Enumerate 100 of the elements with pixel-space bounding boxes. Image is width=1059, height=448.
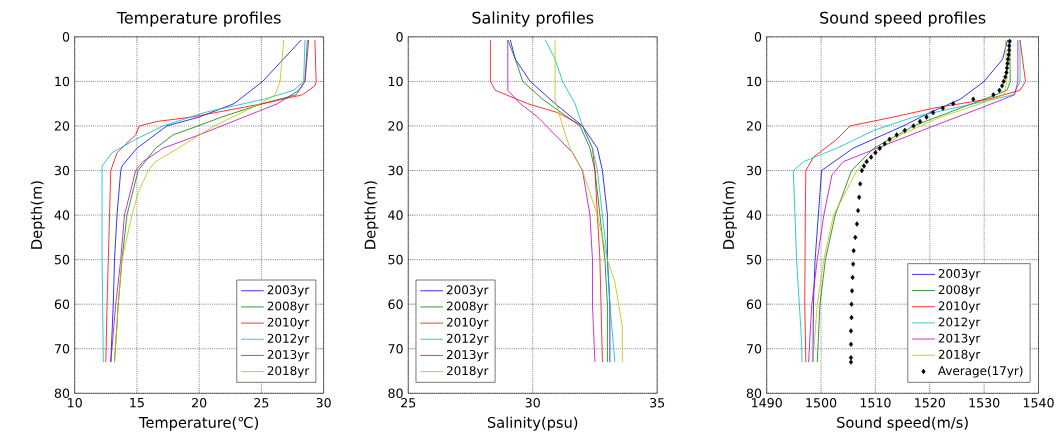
point xyxy=(924,114,929,120)
point xyxy=(861,163,867,169)
y-tick-label: 0 xyxy=(396,32,403,42)
point xyxy=(853,234,858,240)
y-tick-label: 70 xyxy=(388,343,403,354)
y-tick-label: 60 xyxy=(746,299,762,309)
y-tick-label: 30 xyxy=(54,165,70,176)
y-tick-label: 0 xyxy=(754,32,762,42)
y-tick-label: 50 xyxy=(746,254,762,265)
legend-label: 2003yr xyxy=(938,268,981,281)
legend-label: Average(17yr) xyxy=(937,365,1023,378)
point xyxy=(1000,83,1005,89)
x-tick-label: 30 xyxy=(316,397,331,408)
point xyxy=(940,105,945,111)
point xyxy=(887,136,892,142)
x-tick-label: 25 xyxy=(401,397,416,408)
legend-label: 2008yr xyxy=(446,301,489,313)
legend-label: 2013yr xyxy=(446,349,489,362)
legend-label: 2010yr xyxy=(267,317,310,329)
point xyxy=(864,158,869,165)
y-tick-label: 20 xyxy=(388,121,403,131)
x-tick-label: 15 xyxy=(130,397,144,408)
y-tick-label: 40 xyxy=(746,210,762,220)
x-tick-label: 10 xyxy=(68,397,82,408)
y-axis-title: Depth(m) xyxy=(30,181,45,249)
x-tick-label: 30 xyxy=(525,397,540,408)
point xyxy=(971,96,976,102)
y-tick-label: 20 xyxy=(746,121,762,131)
point xyxy=(848,328,854,334)
x-tick-label: 1540 xyxy=(1023,397,1054,408)
point xyxy=(1006,51,1011,58)
line-series xyxy=(554,39,623,363)
x-tick-label: 25 xyxy=(254,397,269,408)
point xyxy=(848,354,854,361)
y-axis-title: Depth(m) xyxy=(364,181,379,249)
y-tick-label: 60 xyxy=(54,299,70,309)
y-tick-label: 70 xyxy=(54,343,70,354)
y-tick-label: 80 xyxy=(388,388,403,399)
point xyxy=(1004,69,1009,76)
x-tick-label: 1530 xyxy=(969,397,1000,408)
legend-label: 2013yr xyxy=(267,349,310,362)
point xyxy=(931,109,936,116)
legend-label: 2003yr xyxy=(446,285,489,297)
point xyxy=(855,207,861,214)
y-tick-label: 10 xyxy=(388,76,403,87)
point xyxy=(911,123,916,129)
x-axis-title: Temperature(℃) xyxy=(138,416,259,431)
point xyxy=(1007,47,1012,53)
x-tick-label: 35 xyxy=(650,397,665,408)
point xyxy=(1005,60,1010,67)
y-tick-label: 80 xyxy=(54,388,70,399)
line-series xyxy=(544,39,616,363)
y-tick-label: 30 xyxy=(746,165,762,176)
y-tick-label: 0 xyxy=(62,32,70,42)
legend-label: 2010yr xyxy=(446,317,489,329)
legend-label: 2012yr xyxy=(446,333,489,346)
legend-label: 2008yr xyxy=(267,301,310,313)
point xyxy=(882,141,887,147)
point xyxy=(857,194,862,200)
point xyxy=(894,132,899,138)
x-tick-label: 1500 xyxy=(806,397,837,408)
chart-title: Temperature profiles xyxy=(116,11,281,27)
point xyxy=(902,127,907,134)
point xyxy=(873,150,878,156)
point xyxy=(851,248,856,254)
point xyxy=(849,301,854,307)
point xyxy=(859,167,864,174)
point xyxy=(849,314,854,321)
point xyxy=(848,359,854,365)
legend-label: 2013yr xyxy=(938,333,981,345)
legend-label: 2008yr xyxy=(938,285,981,297)
y-tick-label: 60 xyxy=(388,299,403,309)
x-axis-title: Sound speed(m/s) xyxy=(837,416,968,431)
point xyxy=(850,288,855,294)
point xyxy=(917,118,923,125)
legend-label: 2012yr xyxy=(938,317,981,329)
point xyxy=(854,221,860,227)
point xyxy=(951,100,956,107)
y-tick-label: 20 xyxy=(54,121,70,131)
y-tick-label: 50 xyxy=(54,254,70,265)
legend-label: 2018yr xyxy=(267,366,310,378)
chart-title: Salinity profiles xyxy=(472,11,594,27)
legend-label: 2018yr xyxy=(446,366,489,378)
y-tick-label: 30 xyxy=(388,165,403,176)
point xyxy=(991,92,996,98)
point xyxy=(1007,43,1012,49)
legend-label: 2018yr xyxy=(938,349,981,362)
y-tick-label: 10 xyxy=(55,76,70,87)
point xyxy=(848,341,854,347)
y-axis-title: Depth(m) xyxy=(722,181,737,249)
point xyxy=(869,154,874,160)
legend-label: 2010yr xyxy=(938,301,981,313)
line-series xyxy=(490,39,603,363)
point xyxy=(1004,65,1010,71)
point xyxy=(1007,38,1012,44)
y-tick-label: 40 xyxy=(54,210,70,220)
point xyxy=(1001,78,1006,85)
chart-title: Sound speed profiles xyxy=(820,11,986,27)
point xyxy=(1006,56,1011,62)
y-tick-label: 40 xyxy=(388,210,403,220)
